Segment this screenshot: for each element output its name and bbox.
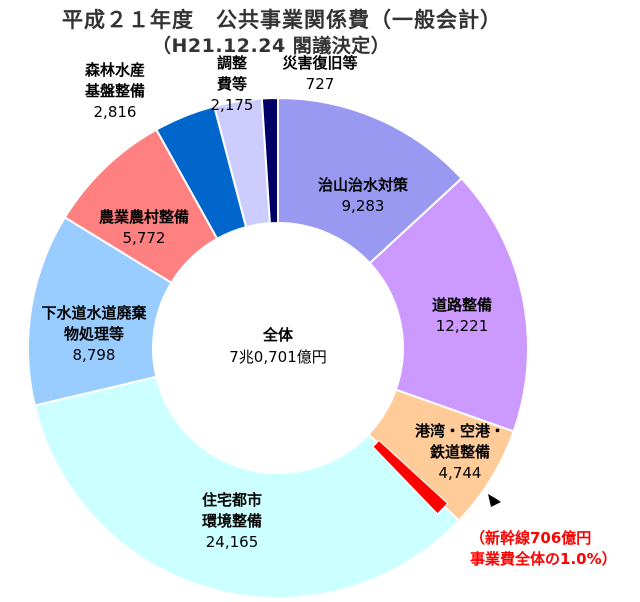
slice-label-nogyo: 農業農村整備 5,772 xyxy=(99,208,189,247)
slice-label-kowan: 港湾・空港・鉄道整備 4,744 xyxy=(415,422,505,482)
chart-subtitle: （H21.12.24 閣議決定） xyxy=(152,35,391,57)
slice-label-gesuido: 下水道水道廃棄物処理等 8,798 xyxy=(41,304,147,364)
center-total-value: 7兆0,701億円 xyxy=(229,348,327,366)
slice-label-chosei: 調整費等 2,175 xyxy=(211,54,254,114)
shinkansen-note-line2: 事業費全体の1.0%） xyxy=(470,550,617,568)
donut-slices xyxy=(27,96,529,599)
slice-saigai xyxy=(260,96,279,225)
slice-jutaku xyxy=(33,375,461,599)
slice-label-jutaku: 住宅都市環境整備 24,165 xyxy=(202,491,262,551)
slice-labels: 治山治水対策 9,283 道路整備 12,221 港湾・空港・鉄道整備 4,744 住宅都市… xyxy=(41,54,505,551)
slice-label-saigai: 災害復旧等 727 xyxy=(282,54,357,93)
slice-highlight-shinkansen xyxy=(372,439,449,515)
chart-title: 平成２１年度 公共事業関係費（一般会計） xyxy=(62,8,502,32)
slice-label-chisan: 治山治水対策 9,283 xyxy=(318,176,409,215)
center-total-label: 全体 xyxy=(262,326,294,344)
slice-doro xyxy=(368,176,529,433)
slice-label-shinrin: 森林水産基盤整備 2,816 xyxy=(84,61,145,121)
shinkansen-pointer-arrow xyxy=(488,494,501,507)
slice-label-doro: 道路整備 12,221 xyxy=(432,296,492,335)
shinkansen-note-line1: （新幹線706億円 xyxy=(470,529,591,547)
